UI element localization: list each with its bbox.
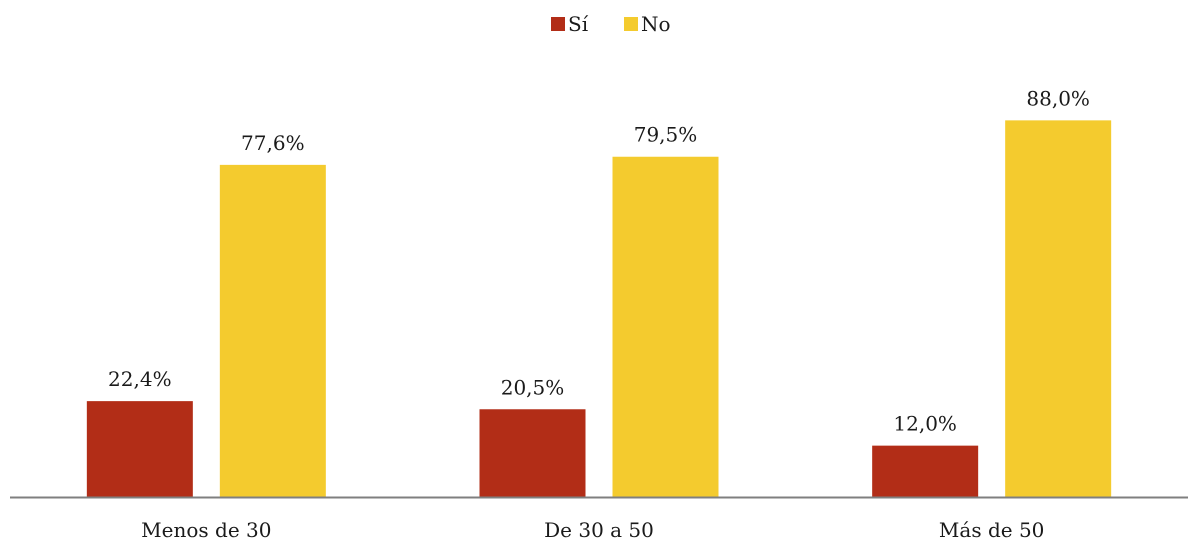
data-label-si-1: 22,4%	[108, 367, 172, 391]
x-tick-label-3: Más de 50	[939, 518, 1044, 542]
data-label-no-1: 77,6%	[241, 131, 305, 155]
legend-label-no: No	[641, 12, 671, 36]
data-label-si-2: 20,5%	[501, 375, 565, 399]
data-label-no-2: 79,5%	[634, 123, 698, 147]
legend-label-si: Sí	[568, 12, 589, 36]
x-tick-label-1: Menos de 30	[141, 518, 271, 542]
bar-no-3	[1005, 120, 1112, 498]
x-tick-label-group: Menos de 30 De 30 a 50 Más de 50	[141, 518, 1044, 542]
data-label-group: 22,4% 77,6% 20,5% 79,5% 12,0% 88,0%	[108, 86, 1090, 435]
chart-legend: Sí No	[551, 12, 671, 36]
x-tick-label-2: De 30 a 50	[544, 518, 654, 542]
bar-no-2	[612, 156, 719, 498]
bar-group	[86, 120, 1112, 498]
bar-si-2	[479, 409, 586, 497]
legend-swatch-si	[551, 17, 565, 31]
bar-no-1	[219, 164, 326, 497]
data-label-si-3: 12,0%	[893, 412, 957, 436]
legend-swatch-no	[624, 17, 638, 31]
bar-si-1	[86, 401, 193, 497]
data-label-no-3: 88,0%	[1026, 86, 1090, 110]
bar-si-3	[872, 445, 979, 497]
